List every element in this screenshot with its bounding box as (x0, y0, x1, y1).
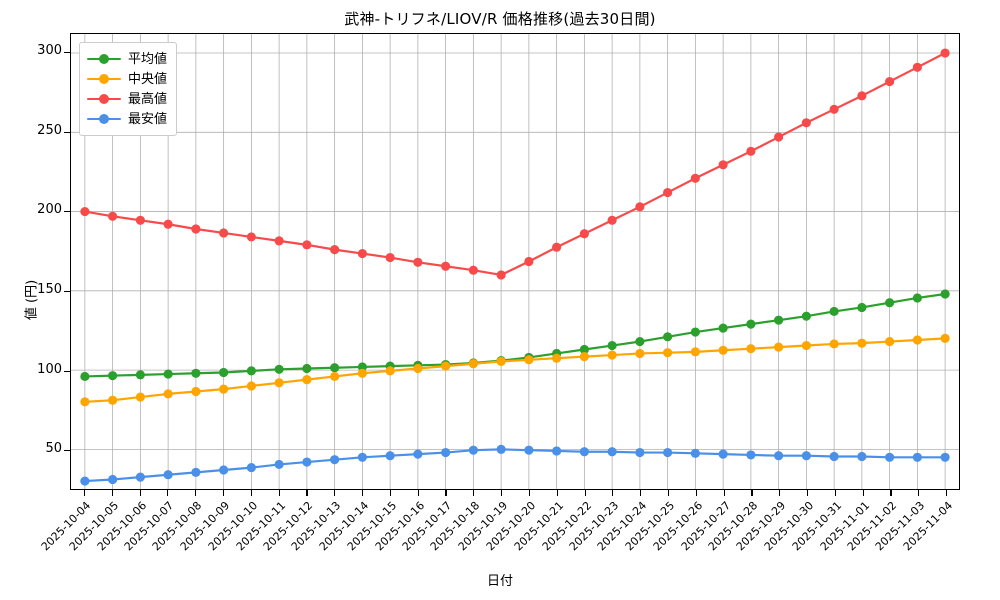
x-tick-mark (250, 490, 252, 496)
x-tick-mark (779, 490, 781, 496)
x-axis-label: 日付 (486, 574, 513, 589)
chart-title: 武神-トリフネ/LIOV/R 価格推移(過去30日間) (344, 10, 656, 28)
x-tick-mark (528, 490, 530, 496)
x-tick-mark (695, 490, 697, 496)
x-tick-mark (807, 490, 809, 496)
x-tick-mark (473, 490, 475, 496)
chart-legend: 平均値中央値最高値最安値 (79, 42, 178, 136)
legend-label: 最安値 (128, 111, 168, 127)
x-tick-mark (111, 490, 113, 496)
x-tick-mark (640, 490, 642, 496)
y-tick-mark (64, 131, 70, 133)
y-tick-label: 200 (37, 202, 62, 218)
x-tick-mark (862, 490, 864, 496)
legend-swatch-icon (87, 93, 121, 105)
x-tick-mark (139, 490, 141, 496)
x-tick-mark (445, 490, 447, 496)
series-0 (80, 289, 950, 382)
x-tick-mark (389, 490, 391, 496)
x-tick-mark (723, 490, 725, 496)
legend-item-3[interactable]: 最安値 (87, 109, 167, 129)
legend-label: 中央値 (128, 71, 168, 87)
y-tick-label: 150 (37, 281, 62, 297)
y-tick-label: 100 (37, 361, 62, 377)
legend-item-1[interactable]: 中央値 (87, 69, 167, 89)
series-3 (80, 444, 950, 486)
x-tick-mark (306, 490, 308, 496)
x-tick-mark (751, 490, 753, 496)
x-tick-mark (556, 490, 558, 496)
x-tick-mark (918, 490, 920, 496)
x-tick-mark (946, 490, 948, 496)
y-tick-label: 300 (37, 43, 62, 59)
y-tick-label: 50 (45, 441, 62, 457)
y-tick-mark (64, 52, 70, 54)
x-tick-mark (195, 490, 197, 496)
y-tick-mark (64, 290, 70, 293)
y-axis-label-wrap: 値 (円) (14, 0, 40, 600)
x-tick-mark (167, 490, 169, 496)
legend-swatch-icon (87, 53, 121, 65)
data-layer (80, 48, 950, 486)
legend-label: 平均値 (128, 51, 168, 67)
x-tick-mark (584, 490, 586, 496)
x-tick-mark (612, 490, 614, 496)
legend-label: 最高値 (128, 91, 168, 107)
x-tick-mark (83, 490, 85, 496)
x-tick-mark (417, 490, 419, 496)
x-tick-mark (834, 490, 836, 496)
x-tick-mark (362, 490, 364, 496)
legend-swatch-icon (87, 73, 121, 85)
y-tick-mark (64, 211, 70, 213)
x-tick-mark (501, 490, 503, 496)
legend-item-2[interactable]: 最高値 (87, 89, 167, 109)
legend-swatch-icon (87, 113, 121, 125)
legend-item-0[interactable]: 平均値 (87, 49, 167, 69)
x-tick-mark (667, 490, 670, 496)
x-tick-mark (278, 490, 280, 496)
x-tick-mark (334, 490, 336, 496)
series-1 (80, 333, 950, 407)
plot-area (70, 33, 960, 490)
y-tick-mark (64, 370, 70, 372)
x-tick-mark (890, 490, 892, 496)
y-tick-label: 250 (37, 122, 62, 138)
series-2 (80, 48, 950, 280)
x-tick-mark (222, 490, 225, 496)
y-tick-mark (64, 450, 70, 452)
